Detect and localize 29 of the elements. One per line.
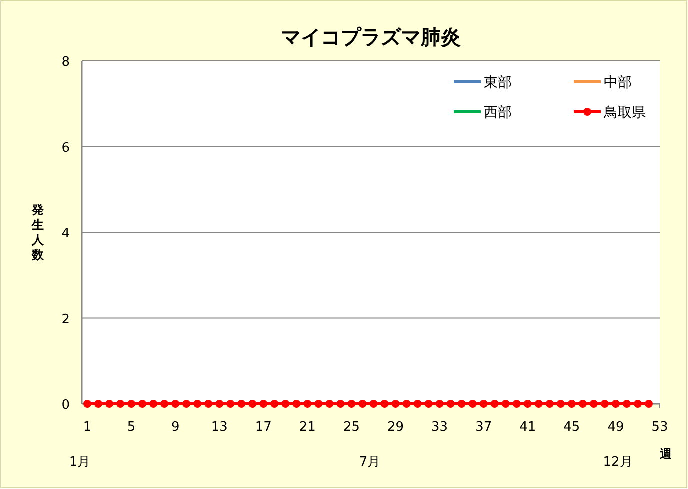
legend-label: 中部 — [604, 75, 632, 91]
x-tick-label: 53 — [652, 420, 668, 435]
x-tick-label: 49 — [608, 420, 624, 435]
x-axis-title: 週 — [659, 447, 673, 461]
x-tick-label: 25 — [343, 420, 360, 435]
x-tick-label: 37 — [476, 420, 492, 435]
y-tick-label: 6 — [62, 140, 70, 156]
x-tick-label: 1 — [83, 420, 92, 435]
x-tick-label: 9 — [171, 420, 180, 435]
x-tick-label: 17 — [255, 420, 272, 435]
x-tick-label: 13 — [211, 420, 228, 435]
text: 7月 — [359, 455, 381, 470]
legend-label: 東部 — [484, 75, 512, 91]
y-axis-title: 発生人数 — [31, 203, 45, 262]
x-tick-label: 33 — [432, 420, 448, 435]
x-tick-label: 29 — [388, 420, 404, 435]
y-tick-label: 0 — [62, 398, 70, 413]
text: 12月 — [603, 455, 633, 470]
x-tick-label: 21 — [299, 420, 316, 435]
text: 1月 — [69, 455, 91, 470]
x-tick-label: 45 — [564, 420, 580, 435]
legend-label: 西部 — [484, 105, 512, 121]
y-tick-label: 2 — [62, 312, 70, 328]
y-tick-label: 4 — [62, 226, 70, 242]
x-tick-label: 41 — [520, 420, 536, 435]
x-tick-label: 5 — [127, 420, 136, 435]
legend-label: 鳥取県 — [603, 105, 646, 121]
y-tick-label: 8 — [62, 55, 70, 70]
chart-title: マイコプラズマ肺炎 — [281, 25, 461, 49]
